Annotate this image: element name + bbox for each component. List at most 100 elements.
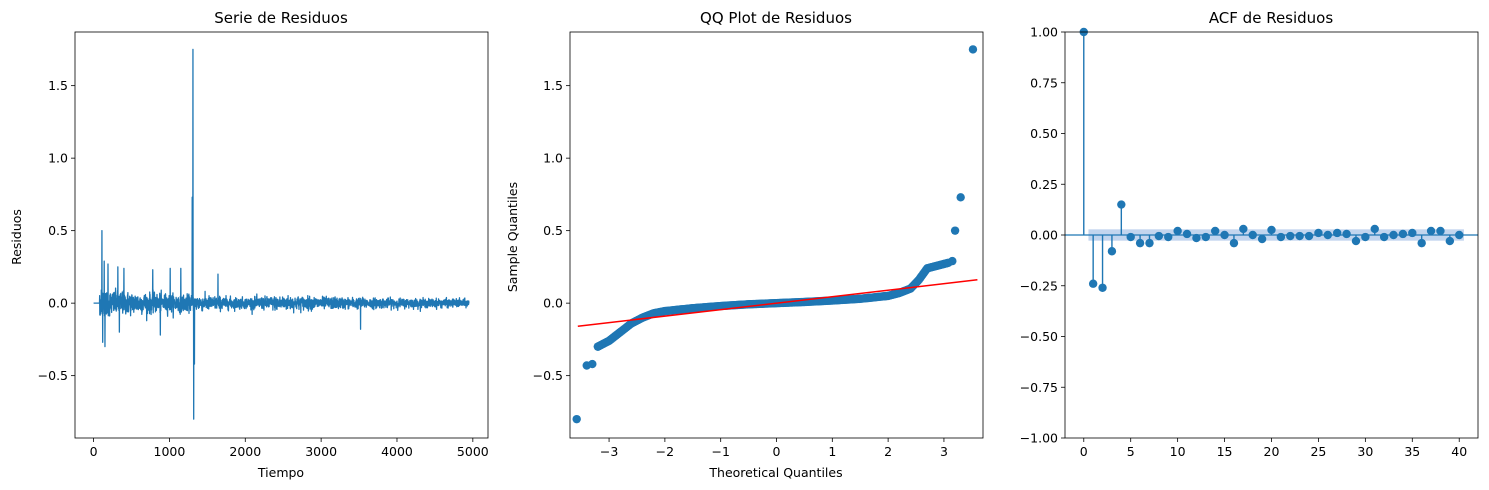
acf-marker [1295,231,1304,241]
acf-marker [1145,238,1154,248]
acf-marker [1088,279,1098,288]
x-axis-label: Theoretical Quantiles [708,465,842,480]
y-tick-label: 0.00 [1030,228,1058,243]
acf-marker [1361,232,1370,242]
acf-marker [1286,231,1295,241]
plot-area: 0 1000 2000 3000 4000 5000 −0.5 0.0 0.5 1.0 1.5 [38,31,489,459]
x-tick-label: 3000 [305,444,337,459]
acf-marker [1445,236,1455,246]
outlier-point [593,342,603,351]
chart-title: Serie de Residuos [214,9,348,27]
acf-marker [1436,226,1445,236]
y-tick-label: 1.0 [543,151,563,166]
sample-points [572,45,978,424]
plot-area: −3 −2 −1 0 1 2 3 −0.5 0.0 0.5 1.0 1.5 [533,31,984,459]
outlier-point [968,45,978,54]
y-tick-label: 0.0 [543,296,563,311]
x-tick-label: 5000 [457,444,489,459]
outlier-point [956,193,965,202]
acf-marker [1426,226,1436,236]
y-tick-label: 1.00 [1030,25,1058,40]
x-tick-label: 2 [884,444,892,459]
acf-marker [1455,230,1464,240]
outlier-point [950,226,960,235]
acf-marker [1248,230,1257,240]
acf-marker [1389,230,1398,240]
x-axis-label: Tiempo [257,465,304,480]
acf-marker [1342,229,1351,239]
y-axis-label: Sample Quantiles [505,182,520,292]
acf-marker [1220,230,1229,240]
acf-marker [1276,232,1286,242]
acf-marker [1408,228,1417,238]
chart-title: QQ Plot de Residuos [700,9,852,27]
acf-marker [1201,232,1210,242]
y-tick-label: −0.5 [38,368,68,383]
y-tick-label: 0.0 [48,296,68,311]
x-tick-label: 40 [1451,444,1467,459]
reference-line [577,279,978,327]
y-axis-label: Residuos [9,209,24,265]
x-tick-label: 0 [1080,444,1088,459]
x-tick-label: −3 [600,444,618,459]
x-tick-label: 3 [940,444,948,459]
acf-marker [1192,233,1201,243]
acf-marker [1154,231,1164,241]
acf-marker [1117,200,1126,209]
y-tick-label: 1.0 [48,151,68,166]
y-tick-label: −1.00 [1020,431,1058,446]
acf-marker [1314,228,1323,238]
chart-acf: ACF de Residuos 0 5 10 15 20 25 30 35 40 −1.00 −0.… [1020,9,1479,459]
acf-marker [1098,283,1107,292]
x-tick-label: 1000 [154,444,186,459]
y-tick-label: −0.75 [1020,380,1058,395]
acf-marker [1210,226,1220,236]
y-tick-label: 0.50 [1030,126,1058,141]
y-tick-label: 0.25 [1030,177,1058,192]
acf-marker [1107,247,1117,256]
y-tick-label: 0.5 [48,223,68,238]
acf-marker [1398,229,1408,239]
x-tick-label: 15 [1217,444,1233,459]
chart-qq-plot: QQ Plot de Residuos −3 −2 −1 0 1 2 3 −0.5 0.0 0.5… [505,9,984,480]
acf-marker [1182,229,1192,239]
acf-marker [1135,238,1145,248]
series-line [93,48,470,420]
acf-marker [1370,224,1379,234]
x-tick-label: −2 [656,444,674,459]
acf-marker [1126,232,1135,242]
acf-marker [1164,232,1173,242]
x-tick-label: 20 [1264,444,1280,459]
acf-marker [1304,231,1314,241]
x-tick-label: 1 [828,444,836,459]
y-tick-label: 0.75 [1030,75,1058,90]
x-tick-label: 0 [773,444,781,459]
y-tick-label: −0.25 [1020,278,1058,293]
acf-marker [1379,232,1389,242]
acf-marker [1173,226,1182,236]
outlier-point [588,359,597,369]
acf-marker [1267,225,1276,235]
y-tick-label: −0.50 [1020,329,1058,344]
chart-title: ACF de Residuos [1209,9,1334,27]
acf-marker [1323,230,1333,240]
x-tick-label: −1 [711,444,729,459]
plot-area: 0 5 10 15 20 25 30 35 40 −1.00 −0.75 −0.50 −0.25 0.00… [1020,25,1479,459]
axes-frame [74,31,489,439]
y-tick-label: 0.5 [543,223,563,238]
acf-marker [1239,224,1248,234]
x-tick-label: 35 [1404,444,1420,459]
x-tick-label: 25 [1310,444,1326,459]
acf-marker [1333,228,1342,238]
x-tick-label: 0 [90,444,98,459]
y-tick-label: 1.5 [48,78,68,93]
y-tick-label: 1.5 [543,78,563,93]
acf-marker [1417,238,1426,248]
x-tick-label: 4000 [381,444,413,459]
x-tick-label: 10 [1170,444,1186,459]
acf-marker [1351,236,1361,246]
y-tick-label: −0.5 [533,368,563,383]
outlier-point [572,414,581,424]
x-tick-label: 30 [1357,444,1373,459]
